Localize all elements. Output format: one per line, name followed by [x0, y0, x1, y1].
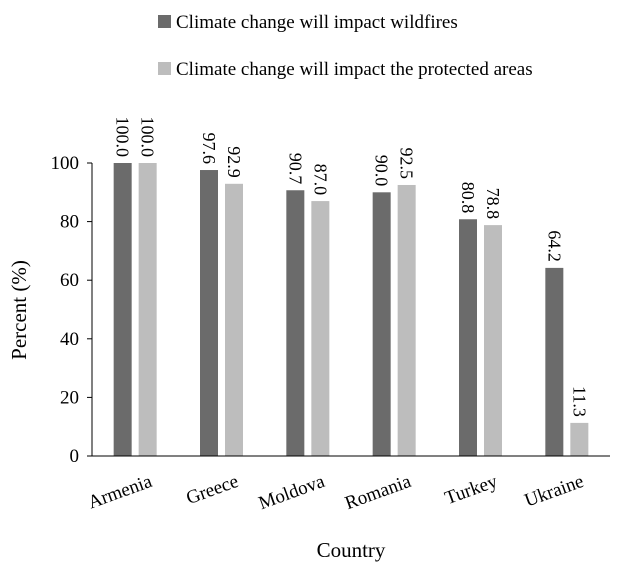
- bar-romania-series-2: [397, 184, 416, 456]
- value-label: 78.8: [483, 188, 503, 220]
- legend-swatch-protected-areas: [158, 62, 171, 75]
- bar-ukraine-series-1: [545, 267, 564, 456]
- x-tick-label-romania: Romania: [342, 471, 414, 514]
- x-tick-label-moldova: Moldova: [256, 471, 328, 514]
- legend: Climate change will impact wildfires Cli…: [158, 12, 533, 80]
- bar-turkey-series-1: [459, 219, 477, 456]
- value-label: 11.3: [569, 386, 589, 417]
- legend-item-protected-areas: Climate change will impact the protected…: [158, 59, 533, 80]
- bar-ukraine-series-2: [570, 422, 589, 456]
- bar-greece-series-1: [200, 170, 218, 457]
- bar-greece-series-2: [225, 183, 243, 457]
- bar-armenia-series-1: [113, 163, 132, 456]
- y-tick-label: 60: [60, 270, 79, 291]
- x-tick-label-armenia: Armenia: [85, 471, 155, 514]
- bars: [113, 163, 589, 457]
- value-labels: 100.0 100.0 97.6 92.9 90.7 87.0 90.0 92.5 80.8 78…: [113, 117, 590, 417]
- y-tick-label: 80: [60, 212, 79, 233]
- value-label: 64.2: [544, 230, 564, 261]
- legend-item-wildfires: Climate change will impact wildfires: [158, 12, 458, 33]
- x-tick-label-greece: Greece: [183, 471, 241, 509]
- x-tick-label-ukraine: Ukraine: [522, 471, 587, 512]
- y-tick-label: 20: [60, 387, 79, 408]
- value-label: 87.0: [310, 164, 330, 196]
- value-label: 100.0: [113, 117, 133, 158]
- bar-romania-series-1: [372, 192, 391, 457]
- value-label: 90.7: [285, 153, 305, 185]
- value-label: 80.8: [458, 182, 478, 214]
- x-axis-tick-labels: Armenia Greece Moldova Romania Turkey Ukraine: [85, 471, 586, 514]
- bar-armenia-series-2: [138, 163, 157, 456]
- y-axis-title: Percent (%): [7, 260, 31, 360]
- value-label: 92.5: [397, 147, 417, 179]
- value-label: 90.0: [372, 155, 392, 187]
- x-axis-title: Country: [317, 538, 386, 562]
- value-label: 97.6: [199, 133, 219, 165]
- y-tick-label: 40: [60, 329, 79, 350]
- legend-label-protected-areas: Climate change will impact the protected…: [176, 59, 533, 80]
- x-tick-label-turkey: Turkey: [442, 471, 501, 509]
- legend-swatch-wildfires: [158, 15, 171, 28]
- legend-label-wildfires: Climate change will impact wildfires: [176, 12, 458, 33]
- y-tick-label: 0: [70, 446, 80, 467]
- bar-moldova-series-1: [286, 190, 305, 456]
- value-label: 92.9: [224, 146, 244, 178]
- bar-moldova-series-2: [311, 201, 330, 456]
- bar-turkey-series-2: [484, 225, 502, 456]
- y-tick-label: 100: [51, 153, 80, 174]
- value-label: 100.0: [138, 117, 158, 158]
- y-axis-ticks: 0 20 40 60 80 100: [51, 153, 92, 467]
